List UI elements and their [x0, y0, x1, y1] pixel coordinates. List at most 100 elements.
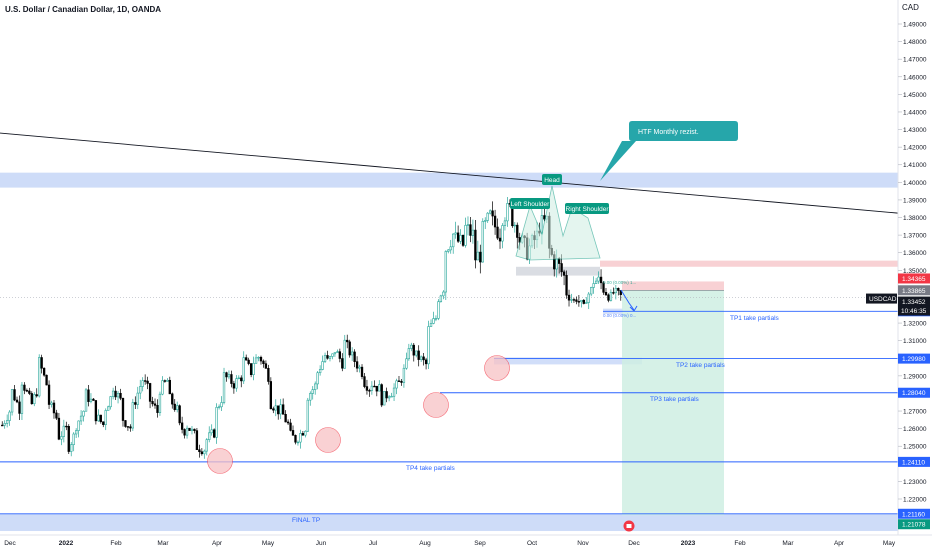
candle-body [314, 383, 317, 390]
candle-body [311, 389, 314, 394]
candle-body [338, 351, 342, 359]
candle-body [220, 402, 223, 408]
price-tick-label: 1.43000 [903, 127, 927, 134]
candle-body [77, 420, 80, 431]
candle-body [402, 367, 406, 383]
price-tick-label: 1.25000 [903, 444, 927, 451]
candle-body [161, 380, 164, 395]
price-badge [898, 296, 930, 307]
candle-body [567, 294, 571, 301]
candle-body [316, 372, 319, 385]
candle-body [126, 426, 130, 428]
candle-body [212, 429, 216, 438]
zones-layer [0, 172, 898, 532]
candle-body [92, 398, 95, 401]
descending-trendline[interactable] [0, 132, 899, 214]
support-touch-circle[interactable] [207, 448, 233, 474]
price-tick-label: 1.27000 [903, 409, 927, 416]
support-touch-circle[interactable] [315, 427, 341, 453]
candle-body [114, 390, 117, 398]
left-shoulder-text: Left Shoulder [511, 201, 551, 208]
symbol-title: U.S. Dollar / Canadian Dollar, 1D, OANDA [5, 5, 161, 14]
candle-body [45, 374, 48, 386]
candle-body [442, 291, 445, 297]
symbol-badge [866, 293, 897, 304]
short-position-tool[interactable] [622, 281, 724, 516]
candle-body [486, 212, 489, 221]
candle-body [506, 203, 509, 222]
time-axis[interactable]: Dec 2022 Feb Mar Apr May Jun Jul Aug Sep Oct Nov Dec… [4, 540, 896, 547]
symbol-badge-text: USDCAD [869, 296, 897, 303]
candle-body [89, 398, 93, 402]
candle-body [585, 302, 588, 304]
candle-body [318, 369, 322, 374]
price-badge [898, 519, 930, 530]
candle-body [35, 394, 38, 397]
candle-body [5, 420, 9, 424]
projection-arrow[interactable] [620, 289, 635, 311]
event-marker[interactable] [623, 520, 635, 532]
tp3-label: TP3 take partials [650, 396, 700, 403]
candle-body [444, 251, 447, 293]
candle-body [200, 451, 204, 455]
candle-body [171, 393, 174, 405]
candle-body [560, 263, 563, 273]
candle-body [240, 377, 243, 382]
candle-body [491, 210, 494, 217]
left-shoulder-label[interactable]: Left Shoulder [510, 198, 550, 209]
candle-body [107, 406, 110, 411]
candle-body [383, 391, 386, 406]
candle-body [309, 393, 312, 401]
price-badge [898, 456, 930, 467]
candle-body [237, 377, 240, 380]
head-and-shoulders-pattern[interactable] [515, 185, 601, 261]
tp1-label: TP1 take partials [730, 315, 780, 322]
candle-body [471, 229, 475, 236]
candle-body [328, 356, 332, 359]
candle-body [163, 380, 167, 382]
candle-body [72, 433, 75, 445]
support-touch-circle[interactable] [484, 355, 510, 381]
levels-layer [0, 297, 898, 515]
right-shoulder-box [565, 203, 609, 214]
candle-body [97, 414, 100, 422]
price-badge-text: 1.33865 [902, 288, 926, 295]
candle-body [353, 351, 356, 362]
drawings-layer[interactable] [0, 132, 899, 474]
candle-body [296, 441, 300, 444]
price-badge-text: 1.29980 [902, 356, 926, 363]
candle-body [516, 224, 519, 238]
candle-body [437, 301, 440, 319]
candle-body [456, 232, 460, 242]
support-touch-circle[interactable] [423, 392, 449, 418]
candle-body [230, 374, 233, 384]
candle-body [434, 318, 438, 320]
candle-body [249, 363, 253, 376]
time-tick-label: Aug [419, 540, 431, 547]
price-tick-label: 1.48000 [903, 39, 927, 46]
price-badge [898, 285, 930, 296]
candle-body [67, 426, 70, 452]
time-tick-label: Jul [369, 540, 378, 547]
time-tick-label: Oct [527, 540, 537, 547]
candle-body [299, 433, 302, 443]
candle-body [562, 271, 566, 276]
right-shoulder-label[interactable]: Right Shoulder [565, 203, 609, 214]
time-tick-label: Apr [212, 540, 223, 547]
candle-body [417, 350, 420, 360]
candle-body [257, 356, 260, 359]
candle-body [30, 393, 33, 405]
candle-body [580, 299, 583, 303]
candle-body [203, 450, 206, 455]
candle-body [225, 372, 228, 378]
head-label[interactable]: Head [542, 174, 562, 185]
tp2-zone [494, 357, 642, 365]
candle-body [99, 414, 102, 423]
candle-body [607, 294, 610, 301]
price-badge-text: 1.21078 [902, 522, 926, 529]
candle-body [614, 287, 618, 294]
candle-body [205, 439, 208, 452]
htf-callout[interactable]: HTF Monthly rezist. [600, 121, 738, 181]
